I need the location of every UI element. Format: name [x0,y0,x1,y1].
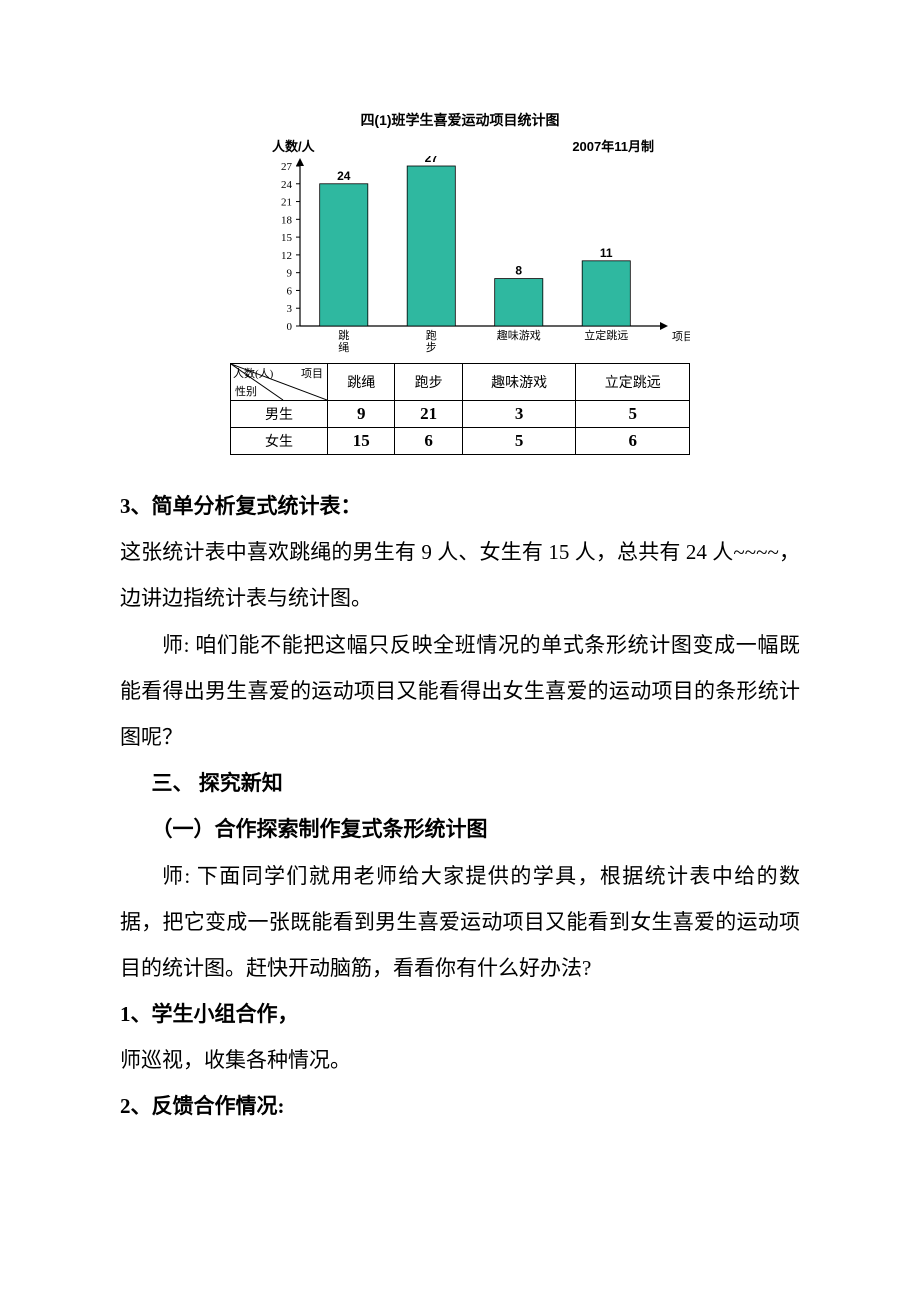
bar-chart-svg: 0 3 6 9 12 15 18 21 24 27 24 跳绳 27 跑步 8 趣味游戏 11 立定跳远 项目 [230,156,690,356]
col-header: 立定跳远 [576,364,690,401]
col-header: 跳绳 [328,364,395,401]
cell: 9 [328,401,395,428]
svg-text:跳: 跳 [338,328,349,342]
chart-header: 人数/人 2007年11月制 [230,136,690,156]
body-text: 3、简单分析复式统计表： 这张统计表中喜欢跳绳的男生有 9 人、女生有 15 人… [120,483,800,1130]
svg-text:立定跳远: 立定跳远 [584,328,628,342]
chart-title: 四(1)班学生喜爱运动项目统计图 [230,110,690,130]
table-row: 男生 9 21 3 5 [231,401,690,428]
cell: 15 [328,428,395,455]
cell: 5 [462,428,576,455]
svg-text:24: 24 [281,179,293,191]
paragraph: 师: 下面同学们就用老师给大家提供的学具，根据统计表中给的数据，把它变成一张既能… [120,853,800,992]
heading-3: 3、简单分析复式统计表： [120,483,800,529]
svg-text:6: 6 [287,285,293,297]
svg-text:12: 12 [281,250,292,262]
svg-text:21: 21 [281,197,292,209]
cell: 6 [576,428,690,455]
svg-text:24: 24 [337,169,351,183]
cell: 3 [462,401,576,428]
data-table: 人数(人) 项目 性别 跳绳 跑步 趣味游戏 立定跳远 男生 9 21 3 5 … [230,363,690,455]
bar-chart: 0 3 6 9 12 15 18 21 24 27 24 跳绳 27 跑步 8 趣味游戏 11 立定跳远 项目 [230,156,690,361]
svg-text:9: 9 [287,268,293,280]
row-label: 男生 [231,401,328,428]
svg-text:18: 18 [281,214,293,226]
svg-text:步: 步 [426,341,437,354]
corner-top-label: 项目 [301,365,323,381]
corner-left-label: 人数(人) [233,365,273,381]
paragraph: 这张统计表中喜欢跳绳的男生有 9 人、女生有 15 人，总共有 24 人~~~~… [120,529,800,621]
paragraph: 师巡视，收集各种情况。 [120,1037,800,1083]
cell: 21 [395,401,462,428]
svg-text:0: 0 [287,321,293,333]
col-header: 跑步 [395,364,462,401]
table-header-row: 人数(人) 项目 性别 跳绳 跑步 趣味游戏 立定跳远 [231,364,690,401]
cell: 6 [395,428,462,455]
table-row: 女生 15 6 5 6 [231,428,690,455]
cell: 5 [576,401,690,428]
chart-block: 四(1)班学生喜爱运动项目统计图 人数/人 2007年11月制 03691215… [230,110,690,455]
row-label: 女生 [231,428,328,455]
svg-text:趣味游戏: 趣味游戏 [497,328,541,342]
col-header: 趣味游戏 [462,364,576,401]
svg-text:11: 11 [600,246,613,260]
heading-san: 三、 探究新知 [120,760,800,806]
svg-text:8: 8 [515,264,522,278]
svg-text:跑: 跑 [426,328,437,342]
svg-text:15: 15 [281,232,293,244]
heading-1: 1、学生小组合作， [120,991,800,1037]
svg-text:3: 3 [287,303,293,315]
svg-text:27: 27 [281,161,293,173]
document-page: 四(1)班学生喜爱运动项目统计图 人数/人 2007年11月制 03691215… [0,0,920,1190]
heading-sub1: （一）合作探索制作复式条形统计图 [120,806,800,852]
table-corner-cell: 人数(人) 项目 性别 [231,364,328,401]
heading-2: 2、反馈合作情况: [120,1083,800,1129]
paragraph: 师: 咱们能不能把这幅只反映全班情况的单式条形统计图变成一幅既能看得出男生喜爱的… [120,622,800,761]
chart-yaxis-title: 人数/人 [272,136,315,155]
svg-text:27: 27 [425,156,439,165]
svg-text:绳: 绳 [338,340,349,354]
corner-bottom-label: 性别 [235,383,257,399]
svg-text:项目: 项目 [672,330,690,343]
chart-date-label: 2007年11月制 [572,136,654,155]
